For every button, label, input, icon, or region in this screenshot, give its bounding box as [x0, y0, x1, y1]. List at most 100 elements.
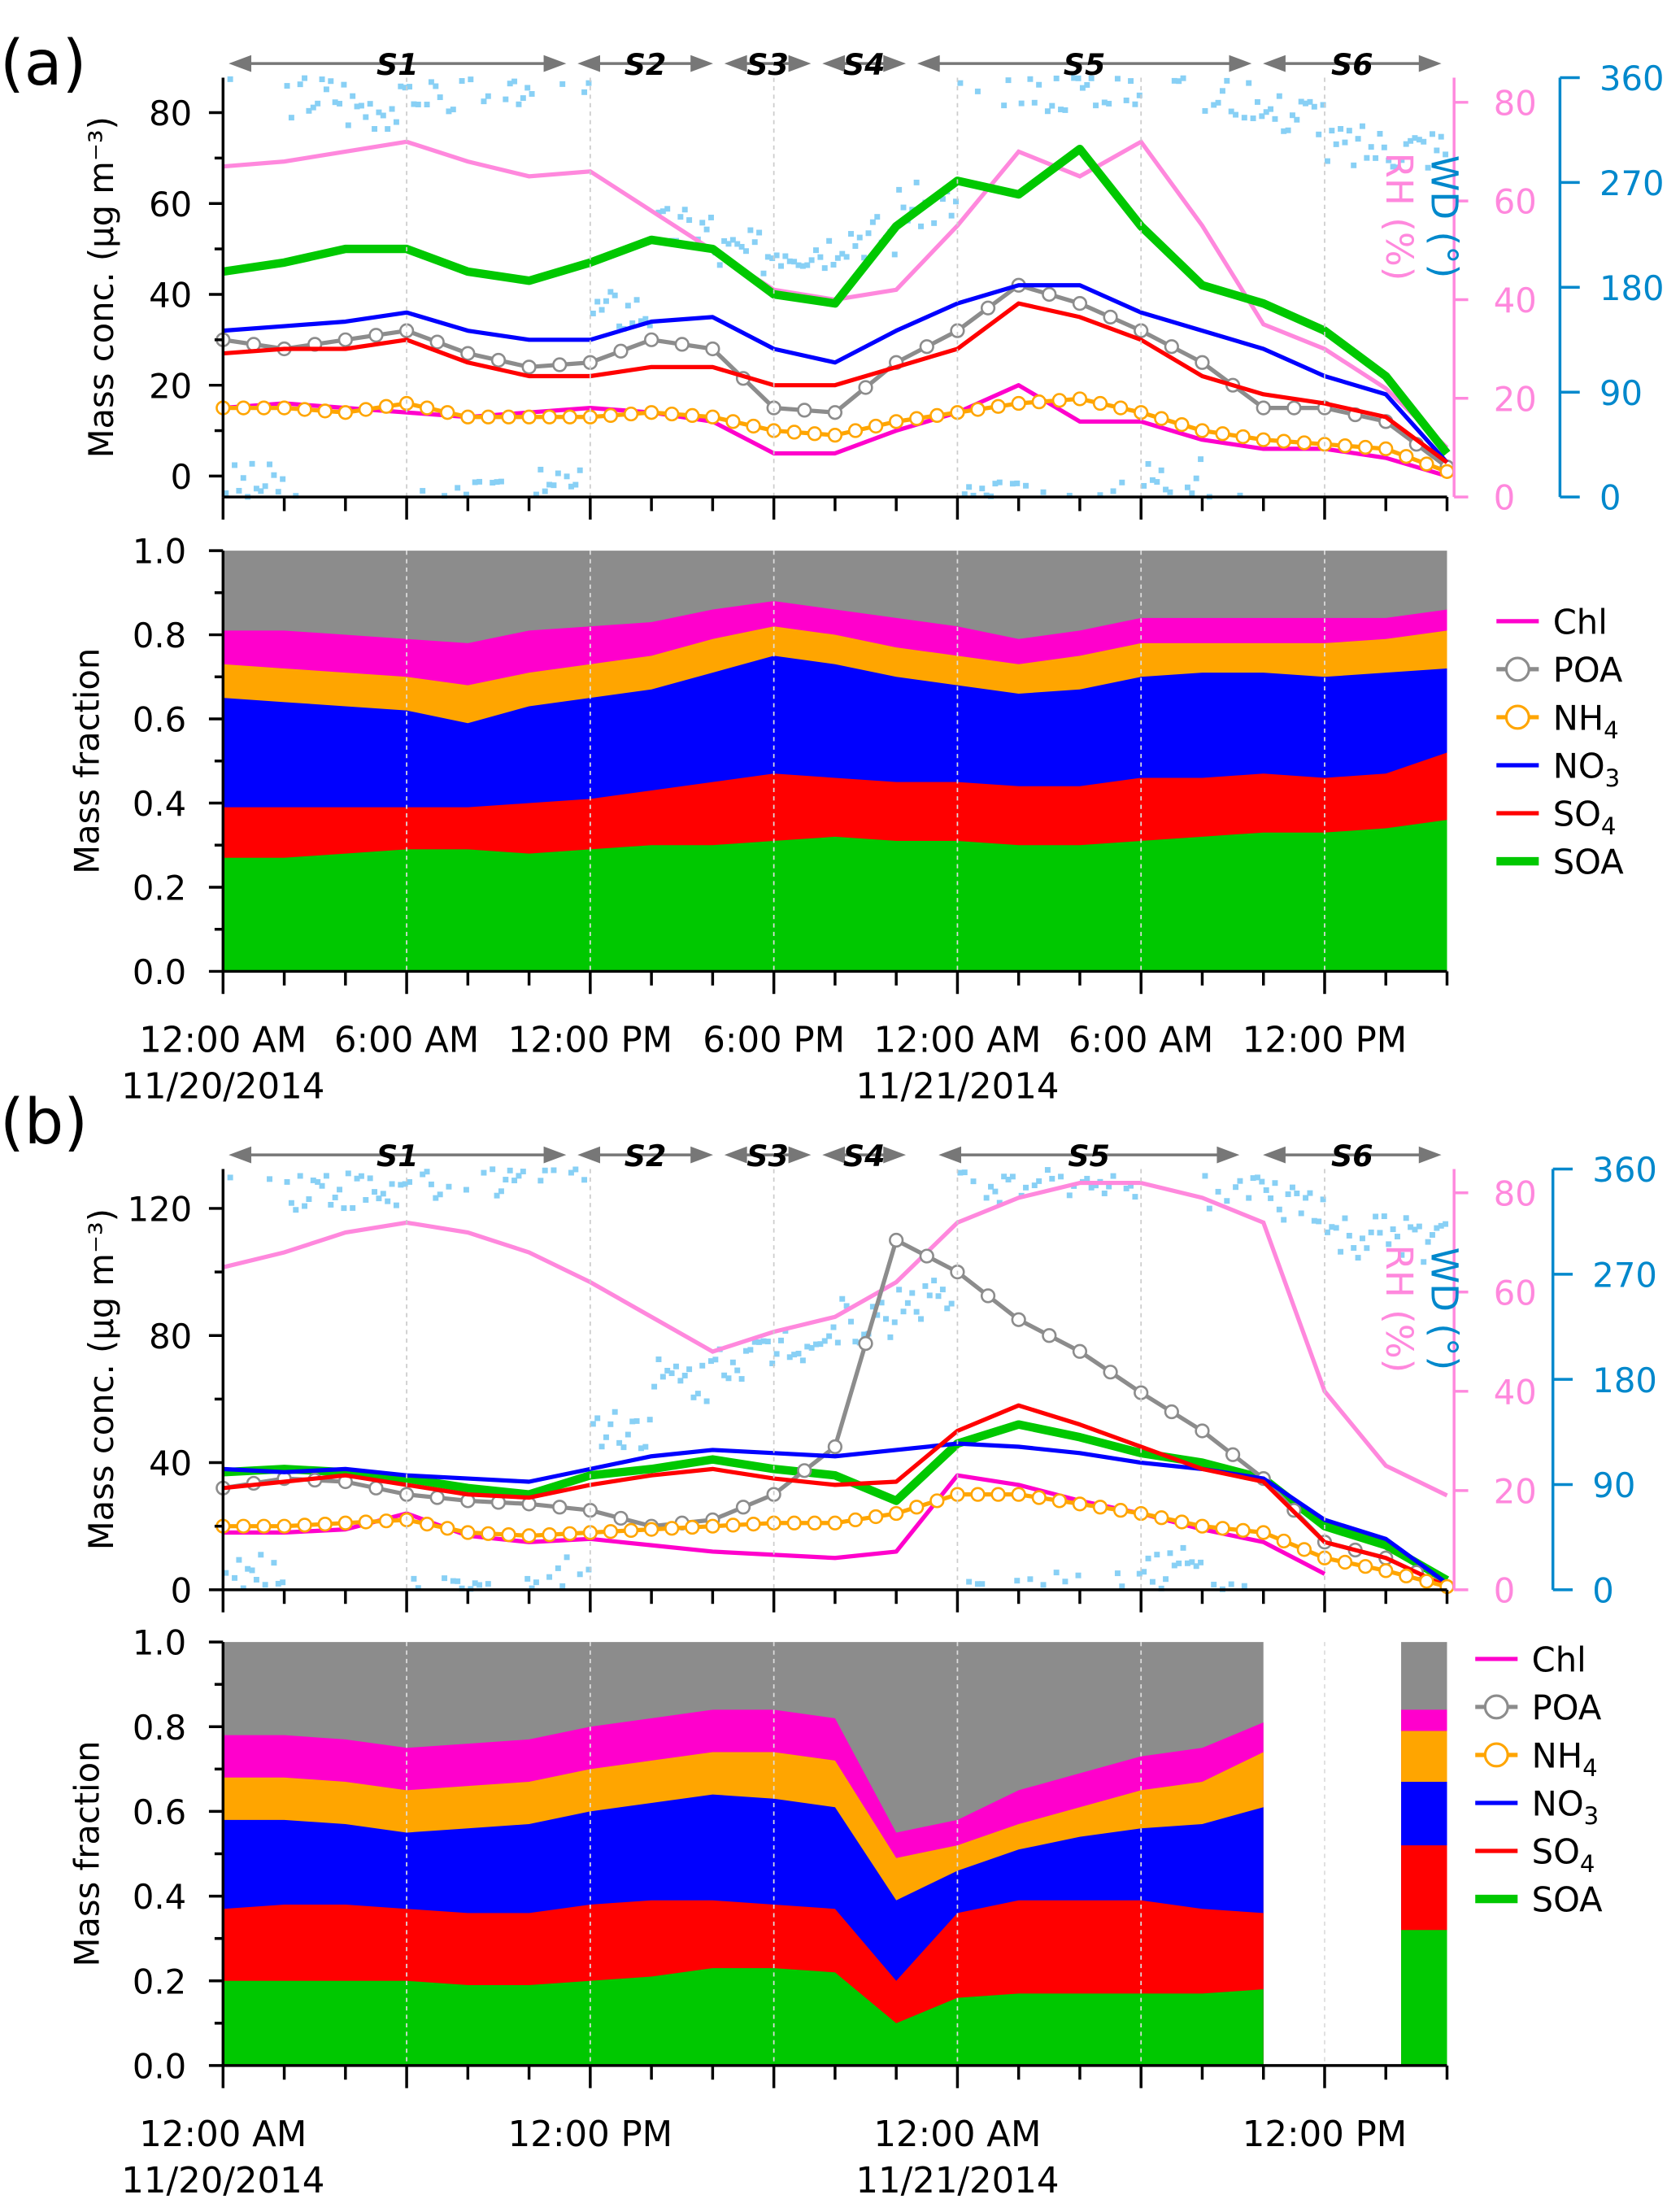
wd-point — [1079, 85, 1086, 91]
wd-axis-title: WD (°) — [1422, 1248, 1465, 1370]
legend-item-POA: POA — [1496, 651, 1623, 690]
wd-point — [249, 1567, 255, 1574]
marker-POA — [889, 1232, 904, 1248]
marker-NH4 — [970, 1487, 986, 1502]
wd-point — [350, 1204, 356, 1211]
wd-point — [931, 220, 938, 226]
wd-point — [507, 81, 513, 87]
y-tick-label: 0 — [171, 1570, 193, 1610]
wd-point — [564, 473, 570, 480]
period-S2: S2 — [577, 47, 713, 82]
wd-point — [1329, 1224, 1335, 1230]
period-arrow-head-right — [1229, 54, 1252, 72]
legend-label: NH4 — [1532, 1736, 1598, 1782]
wd-point — [393, 119, 399, 125]
marker-NH4 — [827, 428, 843, 443]
y-tick-label: 40 — [149, 276, 192, 316]
wd-point — [996, 479, 1003, 486]
marker-POA — [1164, 339, 1179, 355]
wd-tick-label: 360 — [1592, 1150, 1657, 1190]
marker-NH4 — [1378, 1563, 1394, 1578]
y-tick-label: 0.4 — [133, 784, 186, 824]
wd-point — [420, 488, 426, 494]
wd-point — [1101, 99, 1108, 106]
x-tick-label: 12:00 PM — [1243, 2114, 1407, 2155]
wd-point — [786, 258, 793, 264]
wd-point — [1202, 107, 1208, 114]
y-axis-title-conc: Mass conc. (μg m⁻³) — [81, 1208, 121, 1550]
legend-marker — [1483, 1694, 1509, 1720]
period-arrow-head-left — [724, 54, 747, 72]
wd-point — [542, 488, 548, 494]
wd-point — [585, 80, 592, 86]
wd-point — [1101, 1191, 1108, 1196]
wd-point — [524, 1575, 531, 1582]
wd-point — [1425, 164, 1431, 171]
marker-NH4 — [1174, 1514, 1190, 1530]
rh-tick-label: 40 — [1494, 281, 1537, 320]
wd-point — [1053, 75, 1060, 81]
wd-point — [1031, 1182, 1038, 1189]
wd-point — [1355, 1255, 1361, 1261]
wd-point — [817, 1341, 824, 1348]
marker-NH4 — [1276, 1533, 1291, 1549]
wd-point — [1263, 1187, 1269, 1193]
marker-NH4 — [542, 1527, 557, 1543]
wd-point — [729, 1359, 736, 1365]
wd-point — [769, 1361, 776, 1366]
wd-point — [498, 478, 504, 485]
wd-point — [612, 1409, 618, 1415]
marker-NH4 — [256, 1518, 272, 1534]
wd-point — [572, 1166, 579, 1173]
legend-label: SOA — [1532, 1880, 1603, 1920]
marker-NH4 — [1011, 1487, 1026, 1502]
wd-point — [725, 241, 732, 247]
wd-point — [437, 94, 443, 101]
marker-POA — [735, 1500, 751, 1515]
wd-point — [389, 1181, 395, 1187]
y-tick-label: 1.0 — [133, 1623, 186, 1663]
rh-line — [222, 1180, 1448, 1498]
marker-POA — [429, 1490, 445, 1505]
wd-point — [751, 1339, 758, 1345]
marker-POA — [552, 1500, 568, 1515]
wd-point — [1215, 1188, 1221, 1195]
wd-point — [1359, 123, 1365, 129]
wd-point — [1285, 127, 1291, 133]
period-label: S3 — [746, 47, 789, 82]
wd-point — [1193, 475, 1199, 481]
wd-point — [791, 1352, 798, 1358]
marker-POA — [797, 1463, 812, 1478]
wd-point — [455, 485, 461, 491]
period-arrow-head-right — [690, 1146, 713, 1164]
wd-point — [1066, 1192, 1073, 1199]
wd-point — [1241, 1583, 1247, 1589]
wd-point — [1311, 103, 1317, 110]
legend-item-POA: POA — [1475, 1688, 1602, 1728]
wd-point — [1268, 106, 1274, 112]
period-S3: S3 — [724, 1139, 812, 1173]
wd-point — [345, 1170, 351, 1177]
marker-NH4 — [1092, 1500, 1108, 1515]
wd-point — [1338, 125, 1344, 132]
marker-NH4 — [276, 400, 292, 416]
wd-point — [1294, 1191, 1300, 1196]
wd-point — [1040, 489, 1047, 495]
x-tick-label: 6:00 AM — [1068, 1020, 1213, 1060]
wd-point — [490, 480, 496, 486]
marker-NH4 — [501, 409, 516, 425]
wd-point — [830, 262, 837, 268]
wd-point — [328, 78, 334, 85]
wd-point — [1381, 144, 1387, 150]
marker-NH4 — [542, 409, 557, 425]
marker-NH4 — [1174, 416, 1190, 433]
marker-NH4 — [664, 1521, 680, 1536]
wd-point — [769, 255, 776, 262]
wd-point — [1097, 492, 1103, 499]
wd-point — [791, 259, 798, 265]
wd-point — [1386, 1241, 1392, 1248]
wd-point — [1237, 1178, 1243, 1184]
wd-point — [1403, 1215, 1409, 1221]
wd-point — [1088, 1184, 1095, 1191]
wd-point — [1180, 75, 1186, 81]
